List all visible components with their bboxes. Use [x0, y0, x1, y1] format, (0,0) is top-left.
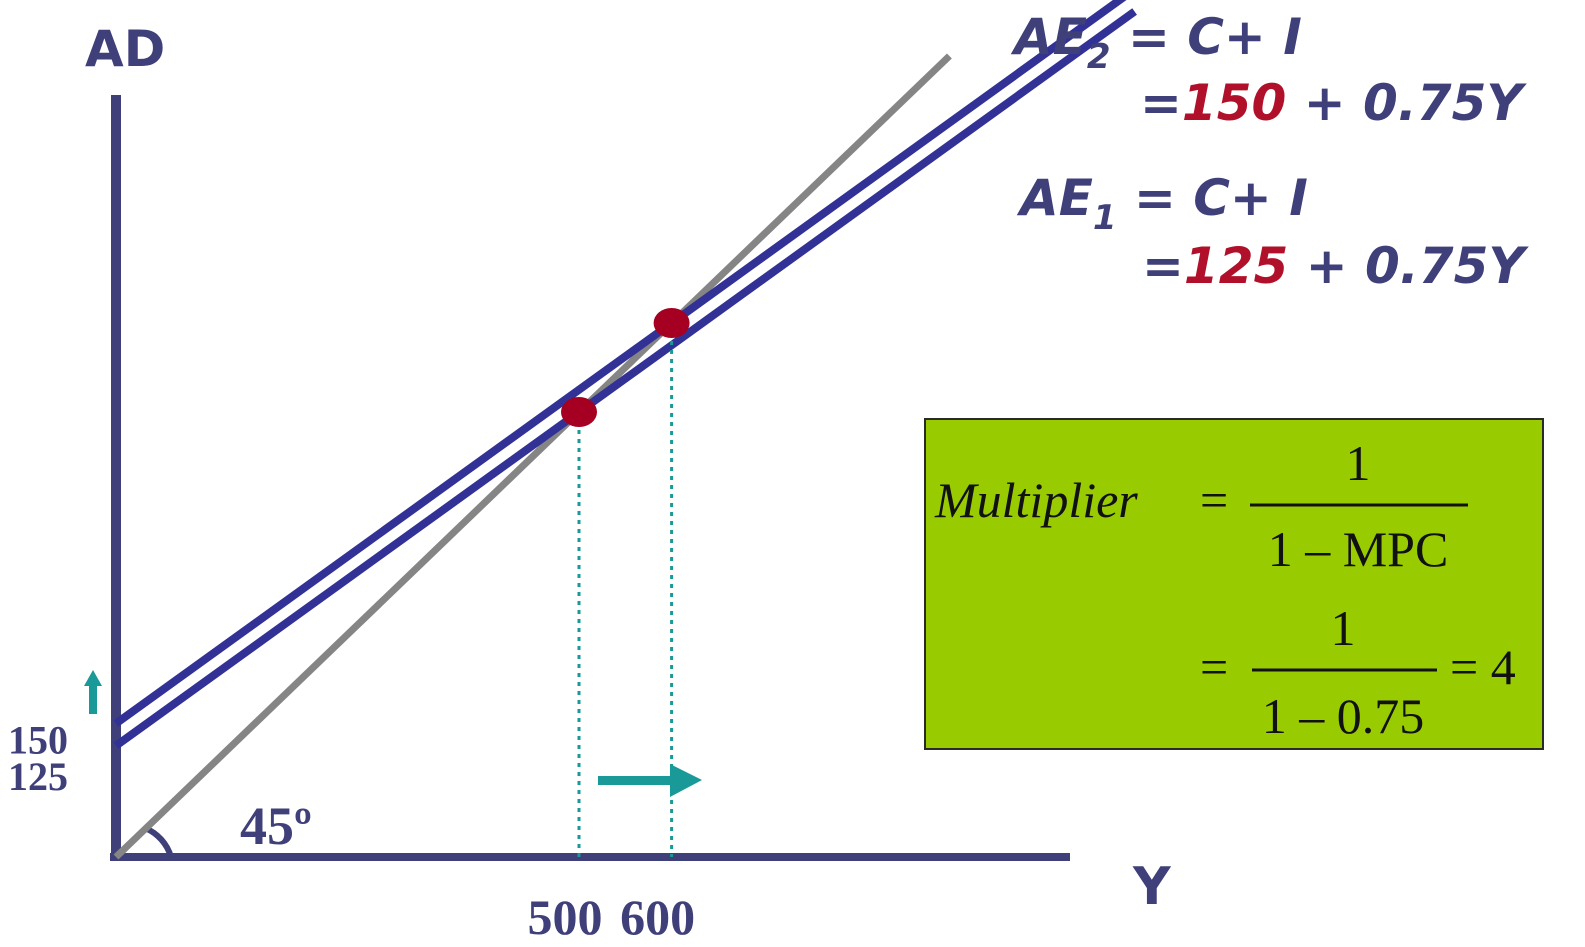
ae1-line: [113, 8, 1137, 749]
angle-label: 45º: [240, 796, 312, 856]
shift-up-arrow: [84, 670, 102, 714]
ae2-line: [113, 0, 1127, 727]
line-45-degree: [113, 53, 952, 860]
multiplier-denominator-2: 1 – 0.75: [1262, 688, 1425, 744]
y-tick-label-125: 125: [8, 754, 68, 799]
equilibrium-point-600: [653, 308, 690, 338]
shift-right-arrow: [598, 764, 702, 797]
ae1-equation-line2: =125 + 0.75Y: [1142, 237, 1529, 295]
multiplier-result: = 4: [1450, 639, 1516, 695]
ae2-equation-line2: =150 + 0.75Y: [1140, 74, 1527, 132]
equilibrium-point-500: [561, 397, 597, 427]
angle-arc: [143, 825, 174, 858]
x-tick-label-600: 600: [620, 889, 695, 945]
ae1-equation-line1: AE1 = C+ I: [1016, 169, 1308, 238]
multiplier-equals-2: =: [1200, 639, 1228, 695]
multiplier-label: Multiplier: [934, 472, 1138, 528]
multiplier-denominator-1: 1 – MPC: [1268, 521, 1449, 577]
multiplier-box: Multiplier = 1 1 – MPC = 1 1 – 0.75 = 4: [924, 418, 1544, 750]
multiplier-numerator-2: 1: [1331, 600, 1356, 656]
multiplier-equals: =: [1200, 472, 1228, 528]
y-tick-label-150: 150: [8, 718, 68, 763]
x-tick-label-500: 500: [528, 889, 603, 945]
y-axis-label: AD: [85, 20, 165, 78]
multiplier-numerator-1: 1: [1346, 435, 1371, 491]
x-axis-label: Y: [1132, 857, 1172, 917]
ae2-equation-line1: AE2 = C+ I: [1010, 8, 1302, 77]
